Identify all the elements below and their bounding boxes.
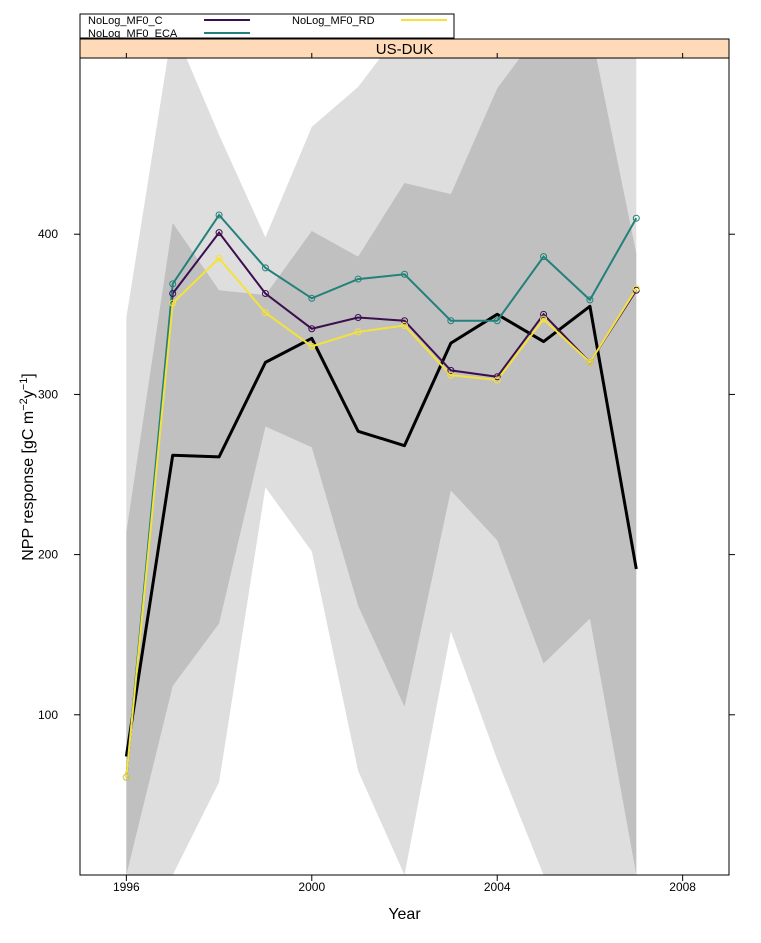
point-nolog-mf0-rd-2006 — [586, 358, 594, 366]
series-line-nolog-mf0-rd — [125, 256, 638, 778]
point-nolog-mf0-eca-2007 — [632, 214, 640, 222]
point-nolog-mf0-rd-2005 — [540, 315, 548, 323]
axis-ticks: 1996 2000 2004 2008 100 200 300 400 — [38, 53, 735, 894]
legend-label-nolog-mf0-rd: NoLog_MF0_RD — [292, 15, 375, 27]
point-nolog-mf0-rd-1997 — [169, 299, 177, 307]
point-nolog-mf0-eca-2003 — [447, 317, 455, 325]
point-nolog-mf0-rd-2007 — [632, 285, 640, 293]
point-nolog-mf0-eca-2006 — [586, 296, 594, 304]
series-lines — [122, 211, 640, 781]
x-tick-label-2008: 2008 — [669, 880, 696, 894]
point-nolog-mf0-eca-1997 — [169, 280, 177, 288]
band-inner — [126, 58, 637, 875]
uncertainty-bands — [126, 58, 637, 875]
legend: NoLog_MF0_C NoLog_MF0_ECA NoLog_MF0_RD — [79, 13, 455, 40]
point-nolog-mf0-c-1998 — [215, 229, 223, 237]
point-nolog-mf0-rd-1996 — [122, 773, 130, 781]
legend-box — [79, 13, 455, 39]
legend-label-nolog-mf0-c: NoLog_MF0_C — [88, 15, 163, 27]
point-nolog-mf0-eca-2001 — [354, 275, 362, 283]
point-nolog-mf0-rd-2003 — [447, 371, 455, 379]
point-nolog-mf0-rd-2004 — [493, 376, 501, 384]
point-nolog-mf0-eca-1998 — [215, 211, 223, 219]
point-nolog-mf0-eca-1999 — [261, 264, 269, 272]
point-nolog-mf0-c-2004 — [493, 373, 501, 381]
point-nolog-mf0-eca-2004 — [493, 317, 501, 325]
point-nolog-mf0-rd-2001 — [354, 328, 362, 336]
point-nolog-mf0-c-1997 — [169, 289, 177, 297]
y-tick-label-200: 200 — [38, 548, 58, 562]
plot-frame — [79, 57, 730, 876]
point-nolog-mf0-eca-2005 — [540, 253, 548, 261]
x-tick-label-2004: 2004 — [484, 880, 511, 894]
point-nolog-mf0-c-2001 — [354, 314, 362, 322]
y-tick-label-400: 400 — [38, 227, 58, 241]
point-nolog-mf0-rd-2002 — [401, 322, 408, 330]
y-tick-label-100: 100 — [38, 708, 58, 722]
point-nolog-mf0-rd-1999 — [261, 309, 269, 317]
point-nolog-mf0-c-2003 — [447, 366, 455, 374]
panel-strip: US-DUK — [79, 38, 730, 59]
x-tick-label-2000: 2000 — [298, 880, 325, 894]
point-nolog-mf0-c-1999 — [261, 289, 269, 297]
series-line-nolog-mf0-eca — [125, 213, 638, 778]
point-nolog-mf0-c-2002 — [401, 317, 408, 325]
y-tick-label-300: 300 — [38, 387, 58, 401]
point-nolog-mf0-eca-2002 — [401, 270, 408, 278]
point-nolog-mf0-rd-1998 — [215, 254, 223, 262]
point-nolog-mf0-eca-2000 — [308, 294, 316, 302]
point-nolog-mf0-c-2000 — [308, 325, 316, 333]
panel-title: US-DUK — [376, 41, 434, 58]
point-nolog-mf0-rd-2000 — [308, 342, 316, 350]
y-axis-title: NPP response [gC m−2y−1] — [18, 373, 37, 561]
observed-line — [124, 304, 638, 757]
series-line-nolog-mf0-c — [125, 230, 638, 778]
x-axis-title: Year — [388, 906, 421, 923]
point-nolog-mf0-c-2005 — [540, 310, 548, 318]
legend-label-nolog-mf0-eca: NoLog_MF0_ECA — [88, 28, 178, 40]
x-tick-label-1996: 1996 — [113, 880, 140, 894]
